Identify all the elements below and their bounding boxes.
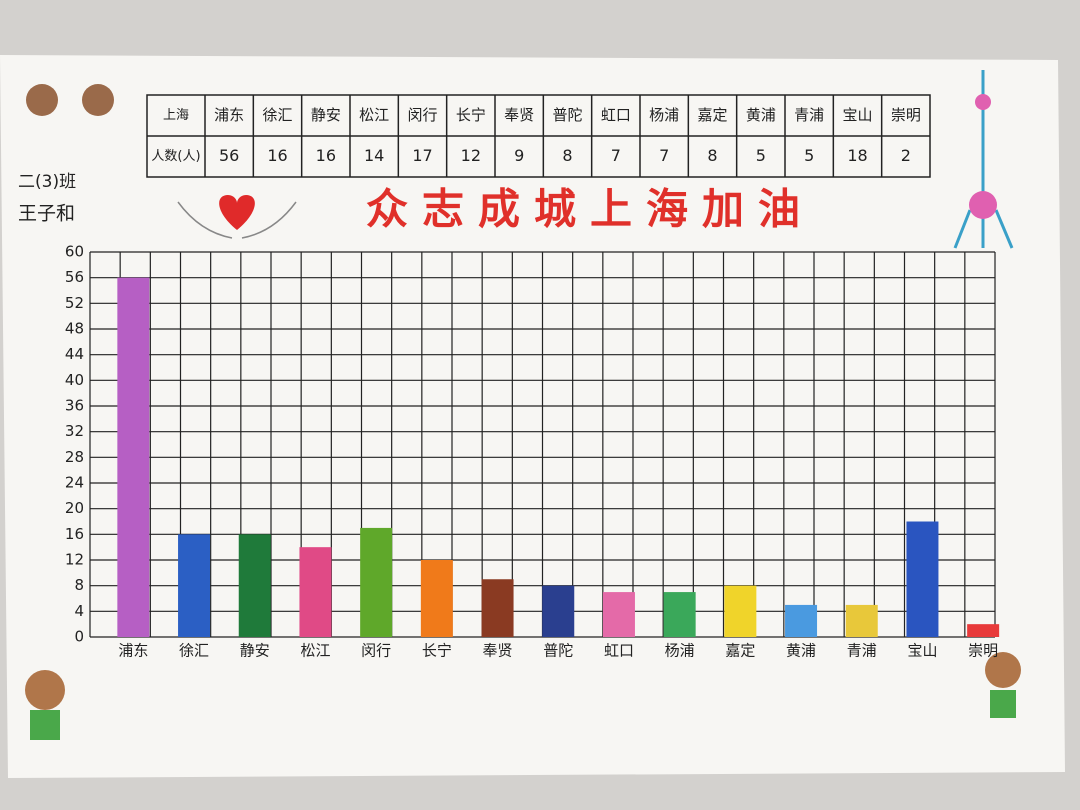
x-tick-label: 黄浦 xyxy=(786,642,816,660)
bar xyxy=(845,604,878,637)
table-count: 12 xyxy=(461,146,481,165)
x-tick-label: 虹口 xyxy=(604,642,634,660)
table-count: 9 xyxy=(514,146,524,165)
plot: 04812162024283236404448525660浦东 徐汇 静安 松江 闵行长… xyxy=(65,243,1000,660)
table-row-label: 人数(人) xyxy=(151,149,200,164)
x-tick-label: 杨浦 xyxy=(665,642,695,660)
x-tick-label: 青浦 xyxy=(847,642,877,660)
x-tick-label: 松江 xyxy=(300,642,330,660)
x-tick-label: 宝山 xyxy=(907,642,937,660)
bar xyxy=(967,624,1000,637)
table-count: 7 xyxy=(611,146,621,165)
bar xyxy=(178,534,211,637)
y-tick-label: 8 xyxy=(74,576,84,594)
bar xyxy=(117,277,150,637)
table-count: 5 xyxy=(804,146,814,165)
x-tick-label: 徐汇 xyxy=(179,642,209,660)
bar xyxy=(299,547,332,637)
table-district: 闵行 xyxy=(407,106,437,124)
bar xyxy=(663,592,696,637)
table-district: 普陀 xyxy=(552,106,582,124)
y-tick-label: 16 xyxy=(65,525,84,543)
y-tick-label: 4 xyxy=(74,602,84,620)
bar xyxy=(481,579,514,637)
x-tick-label: 静安 xyxy=(240,642,270,660)
table-row-label: 上海 xyxy=(163,108,189,123)
table-district: 崇明 xyxy=(891,106,921,124)
table-count: 7 xyxy=(659,146,669,165)
table-district: 宝山 xyxy=(842,106,872,124)
y-tick-label: 32 xyxy=(65,422,84,440)
heart-hands xyxy=(177,195,297,239)
table-count: 2 xyxy=(901,146,911,165)
table-count: 17 xyxy=(412,146,432,165)
y-tick-label: 28 xyxy=(65,448,84,466)
table-count: 8 xyxy=(707,146,717,165)
bar xyxy=(420,560,453,637)
table-district: 黄浦 xyxy=(746,106,776,124)
y-tick-label: 36 xyxy=(65,397,84,415)
author: 王子和 xyxy=(18,203,75,225)
y-tick-label: 60 xyxy=(65,243,84,261)
table-district: 长宁 xyxy=(456,106,486,124)
y-tick-label: 56 xyxy=(65,268,84,286)
y-tick-label: 24 xyxy=(65,474,84,492)
y-tick-label: 0 xyxy=(74,628,84,646)
table-district: 静安 xyxy=(311,106,341,124)
table-district: 青浦 xyxy=(794,106,824,124)
table-district: 徐汇 xyxy=(262,106,292,124)
table-count: 14 xyxy=(364,146,384,165)
table-count: 5 xyxy=(756,146,766,165)
table-count: 56 xyxy=(219,146,239,165)
table-count: 18 xyxy=(847,146,867,165)
x-tick-label: 嘉定 xyxy=(725,642,755,660)
table-district: 奉贤 xyxy=(504,106,534,124)
table-district: 浦东 xyxy=(214,106,244,124)
table-district: 杨浦 xyxy=(649,106,679,124)
bar xyxy=(360,527,393,637)
x-tick-label: 浦东 xyxy=(118,642,148,660)
y-tick-label: 40 xyxy=(65,371,84,389)
y-tick-label: 20 xyxy=(65,499,84,517)
y-tick-label: 44 xyxy=(65,345,84,363)
bar xyxy=(724,585,757,637)
table-count: 16 xyxy=(267,146,287,165)
x-tick-label: 崇明 xyxy=(968,642,998,660)
bar xyxy=(785,604,818,637)
table-count: 8 xyxy=(562,146,572,165)
x-tick-label: 普陀 xyxy=(543,642,573,660)
table-district: 松江 xyxy=(359,106,389,124)
y-tick-label: 12 xyxy=(65,551,84,569)
bar xyxy=(542,585,575,637)
bar xyxy=(238,534,271,637)
class-name: 二(3)班 xyxy=(18,172,76,192)
bears xyxy=(25,84,1021,740)
y-tick-label: 52 xyxy=(65,294,84,312)
table-district: 嘉定 xyxy=(697,106,727,124)
bar xyxy=(602,592,635,637)
bar xyxy=(906,521,939,637)
tower xyxy=(953,70,1014,249)
x-tick-label: 闵行 xyxy=(361,642,391,660)
y-tick-label: 48 xyxy=(65,320,84,338)
chart-title: 众志成城上海加油 xyxy=(366,185,814,234)
table-count: 16 xyxy=(316,146,336,165)
table-district: 虹口 xyxy=(601,106,631,124)
x-tick-label: 长宁 xyxy=(422,642,452,660)
x-tick-label: 奉贤 xyxy=(483,642,513,660)
